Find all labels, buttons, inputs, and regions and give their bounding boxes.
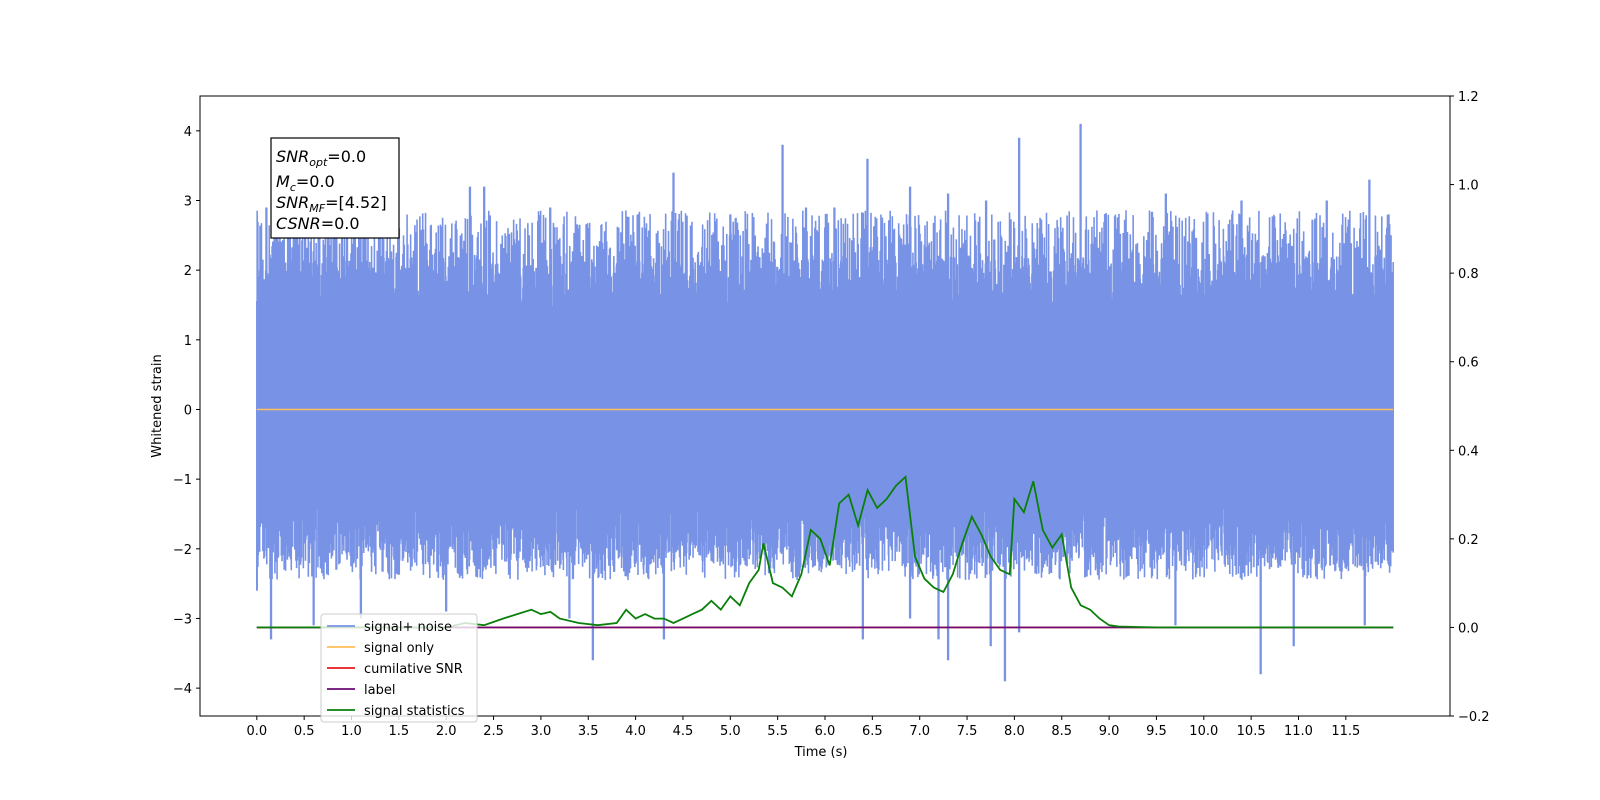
legend-label: signal only xyxy=(364,641,434,656)
x-axis-label: Time (s) xyxy=(794,745,848,760)
x-tick-label: 1.5 xyxy=(389,724,410,739)
series-signal-noise xyxy=(256,123,1394,682)
y-tick-label: −1 xyxy=(173,473,192,488)
legend-label: cumilative SNR xyxy=(364,662,463,677)
y-tick-label: 0 xyxy=(184,403,192,418)
legend-label: label xyxy=(364,683,395,698)
axes-layer: 0.0 0.5 1.0 1.5 2.0 2.5 3.0 3.5 4.0 4.5 5.0 5.5 6.0 6… xyxy=(173,90,1490,739)
x-tick-label: 2.5 xyxy=(483,724,504,739)
y2-tick-label: 0.0 xyxy=(1458,621,1479,636)
annotation-snr-opt: SNRopt=0.0 xyxy=(276,147,366,169)
x-tick-label: 9.5 xyxy=(1146,724,1167,739)
x-tick-label: 2.0 xyxy=(436,724,457,739)
series-signal-statistics xyxy=(256,475,1394,629)
y-axis-label: Whitened strain xyxy=(150,354,165,457)
x-tick-label: 9.0 xyxy=(1099,724,1120,739)
x-tick-label: 3.5 xyxy=(578,724,599,739)
y-tick-label: 2 xyxy=(184,264,192,279)
x-tick-label: 5.0 xyxy=(720,724,741,739)
x-tick-label: 10.5 xyxy=(1237,724,1266,739)
annotation-box: SNRopt=0.0 Mc=0.0 SNRMF=[4.52] CSNR=0.0 xyxy=(270,137,400,239)
x-tick-label: 6.5 xyxy=(862,724,883,739)
legend-label: signal+ noise xyxy=(364,620,452,635)
y2-tick-label: −0.2 xyxy=(1458,710,1490,725)
x-tick-label: 8.5 xyxy=(1051,724,1072,739)
y2-tick-label: 1.0 xyxy=(1458,179,1479,194)
x-tick-label: 4.5 xyxy=(673,724,694,739)
legend-label: signal statistics xyxy=(364,704,465,719)
annotation-mc: Mc=0.0 xyxy=(276,172,335,194)
legend-frame xyxy=(320,613,478,723)
y-tick-label: −3 xyxy=(173,612,192,627)
y2-tick-label: 0.2 xyxy=(1458,533,1479,548)
series-layer xyxy=(256,123,1394,682)
x-tick-label: 10.0 xyxy=(1189,724,1218,739)
x-tick-label: 0.5 xyxy=(294,724,315,739)
x-tick-label: 3.0 xyxy=(531,724,552,739)
x-tick-label: 11.0 xyxy=(1284,724,1313,739)
y-tick-label: −2 xyxy=(173,543,192,558)
y-tick-label: 4 xyxy=(184,125,192,140)
y-tick-label: 3 xyxy=(184,194,192,209)
y2-tick-label: 0.8 xyxy=(1458,267,1479,282)
annotation-snr-mf: SNRMF=[4.52] xyxy=(276,193,387,215)
x-tick-label: 8.0 xyxy=(1004,724,1025,739)
x-tick-label: 1.0 xyxy=(341,724,362,739)
y2-tick-label: 0.4 xyxy=(1458,444,1479,459)
x-tick-label: 6.0 xyxy=(815,724,836,739)
x-tick-label: 5.5 xyxy=(767,724,788,739)
x-tick-label: 4.0 xyxy=(625,724,646,739)
y-tick-label: −4 xyxy=(173,682,192,697)
y2-tick-label: 1.2 xyxy=(1458,90,1479,105)
y-tick-label: 1 xyxy=(184,334,192,349)
x-tick-label: 11.5 xyxy=(1331,724,1360,739)
y2-tick-label: 0.6 xyxy=(1458,356,1479,371)
x-tick-label: 7.0 xyxy=(909,724,930,739)
x-tick-label: 7.5 xyxy=(957,724,978,739)
annotation-csnr: CSNR=0.0 xyxy=(276,214,360,233)
legend: signal+ noise signal only cumilative SNR la… xyxy=(320,613,478,723)
x-tick-label: 0.0 xyxy=(246,724,267,739)
